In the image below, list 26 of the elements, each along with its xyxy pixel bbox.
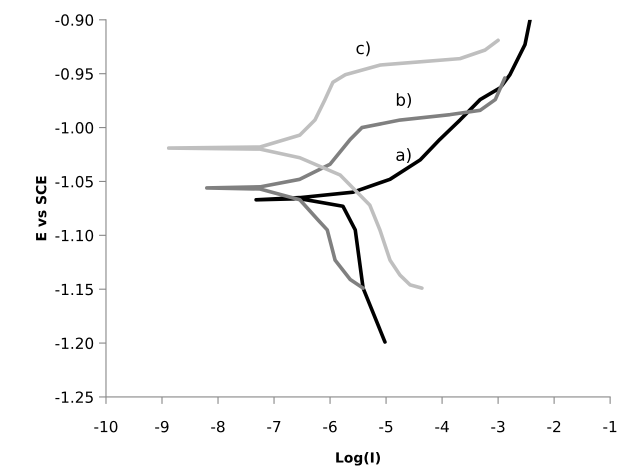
x-tick-label: -7: [267, 421, 280, 432]
x-tick-label: -4: [435, 421, 449, 432]
x-tick-label: -5: [379, 421, 392, 432]
line-series: [205, 76, 507, 290]
x-tick-label: -9: [155, 420, 169, 432]
annotation: b): [396, 93, 412, 108]
y-tick-label: -1.20: [55, 338, 94, 350]
y-tick-label: -0.95: [55, 68, 93, 80]
x-tick-label: -8: [211, 420, 225, 432]
y-axis-title: E vs SCE: [36, 176, 46, 240]
y-tick-label: -0.90: [55, 14, 94, 26]
x-tick-label: -10: [94, 420, 118, 432]
x-tick-label: -3: [491, 420, 504, 432]
x-tick-label: -1: [603, 421, 616, 432]
y-tick-label: -1.25: [55, 391, 93, 403]
y-tick-label: -1.05: [55, 176, 93, 188]
y-tick-label: -1.10: [55, 230, 94, 242]
y-tick-label: -1.15: [55, 284, 93, 296]
x-tick-label: -6: [323, 420, 337, 432]
annotation: a): [396, 148, 411, 163]
annotation: c): [356, 41, 370, 56]
x-tick-label: -2: [547, 420, 560, 432]
line-series: [254, 20, 532, 344]
y-tick-label: -1.00: [55, 122, 94, 134]
x-axis-title: Log(I): [336, 452, 380, 466]
line-series: [166, 38, 500, 290]
